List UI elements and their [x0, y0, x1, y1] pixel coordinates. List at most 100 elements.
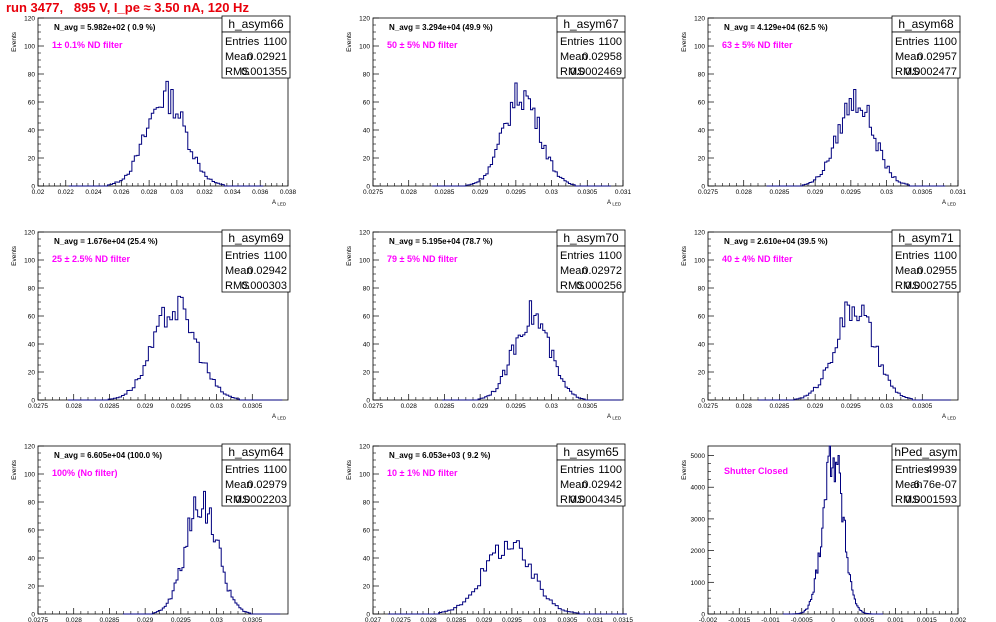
x-tick-label: 0.0295: [502, 617, 522, 622]
y-tick-label: 0: [31, 398, 35, 405]
stats-value: 0.001355: [241, 66, 287, 78]
filter-label: 63 ± 5% ND filter: [722, 40, 793, 50]
x-axis-label: A LED: [272, 414, 287, 421]
stats-key: RMS: [225, 66, 249, 78]
filter-label: 50 ± 5% ND filter: [387, 40, 458, 50]
x-tick-label: 0.029: [807, 189, 824, 196]
y-tick-label: 20: [698, 156, 706, 163]
y-tick-label: 20: [28, 370, 36, 377]
stats-value: 0.02921: [247, 51, 287, 63]
x-tick-label: 0.031: [950, 189, 967, 196]
n-avg-label: N_avg = 6.605e+04 (100.0 %): [54, 451, 162, 460]
y-tick-label: 40: [363, 342, 371, 349]
x-tick-label: 0.031: [615, 189, 632, 196]
stats-key: Entries: [895, 250, 930, 262]
stats-key: Entries: [560, 464, 595, 476]
stats-key: RMS: [225, 280, 249, 292]
stats-key: Entries: [560, 36, 595, 48]
x-tick-label: 0.0315: [613, 617, 633, 622]
y-axis-label: Events: [681, 31, 688, 52]
x-tick-label: 0: [831, 617, 835, 622]
x-tick-label: 0.0295: [841, 403, 861, 410]
y-tick-label: 0: [701, 612, 705, 619]
y-tick-label: 1000: [691, 580, 706, 587]
y-axis-label: Events: [681, 245, 688, 266]
y-tick-label: 80: [28, 286, 36, 293]
x-axis-label: A LED: [272, 200, 287, 207]
y-tick-label: 60: [363, 314, 371, 321]
y-tick-label: 80: [698, 72, 706, 79]
stats-value: 1100: [263, 464, 287, 476]
y-tick-label: 60: [363, 528, 371, 535]
x-tick-label: 0.0295: [171, 617, 191, 622]
stats-histogram-name: h_asym64: [228, 445, 284, 459]
stats-key: Entries: [225, 36, 260, 48]
y-tick-label: 100: [24, 472, 35, 479]
y-tick-label: 100: [694, 44, 705, 51]
stats-key: RMS: [560, 494, 584, 506]
x-tick-label: 0.029: [137, 617, 154, 622]
stats-value: 1100: [598, 250, 622, 262]
x-axis-label: A LED: [607, 414, 622, 421]
filter-label: Shutter Closed: [724, 466, 788, 476]
y-tick-label: 80: [28, 500, 36, 507]
x-tick-label: 0.03: [210, 403, 223, 410]
x-tick-label: 0.038: [280, 189, 297, 196]
y-tick-label: 0: [701, 398, 705, 405]
x-tick-label: 0.0305: [242, 617, 262, 622]
stats-value: 0.0001593: [905, 494, 957, 506]
n-avg-label: N_avg = 1.676e+04 (25.4 %): [54, 237, 158, 246]
x-axis-label: A LED: [942, 200, 957, 207]
y-tick-label: 80: [363, 72, 371, 79]
stats-value: 0.02955: [917, 265, 957, 277]
y-tick-label: 100: [24, 44, 35, 51]
y-tick-label: 60: [28, 528, 36, 535]
x-tick-label: 0.024: [85, 189, 102, 196]
x-tick-label: 0.0275: [363, 403, 383, 410]
stats-value: 1100: [598, 464, 622, 476]
stats-value: 1100: [933, 250, 957, 262]
x-tick-label: 0.036: [252, 189, 269, 196]
stats-histogram-name: h_asym65: [563, 445, 619, 459]
stats-key: Mean: [225, 479, 253, 491]
stats-box: [221, 31, 291, 79]
x-tick-label: 0.029: [476, 617, 493, 622]
stats-value: 1100: [263, 36, 287, 48]
stats-key: RMS: [895, 280, 919, 292]
stats-key: Mean: [560, 479, 588, 491]
y-tick-label: 120: [359, 444, 370, 451]
y-tick-label: 0: [31, 612, 35, 619]
histogram-panel-h_asym68: 0 20 40 60 80 100 120 0.0275 0.028 0.0285 0.029 0.0…: [681, 16, 967, 207]
histogram-panel-h_asym71: 0 20 40 60 80 100 120 0.0275 0.028 0.0285 0.029 0.0…: [681, 230, 961, 421]
x-tick-label: 0.0305: [557, 617, 577, 622]
y-tick-label: 60: [28, 100, 36, 107]
y-tick-label: 100: [359, 44, 370, 51]
x-tick-label: 0.026: [113, 189, 130, 196]
stats-histogram-name: hPed_asym: [894, 445, 957, 459]
stats-value: 0.0002469: [570, 66, 622, 78]
histogram-panel-h_asym67: 0 20 40 60 80 100 120 0.0275 0.028 0.0285 0.029 0.0…: [346, 16, 632, 207]
y-tick-label: 20: [363, 584, 371, 591]
y-tick-label: 20: [698, 370, 706, 377]
stats-value: 49939: [926, 464, 957, 476]
y-tick-label: 40: [698, 342, 706, 349]
x-tick-label: 0.0295: [841, 189, 861, 196]
x-tick-label: 0.028: [420, 617, 437, 622]
x-tick-label: 0.0305: [577, 189, 597, 196]
y-tick-label: 60: [363, 100, 371, 107]
x-tick-label: 0.03: [880, 403, 893, 410]
x-tick-label: 0.0285: [434, 403, 454, 410]
stats-key: RMS: [560, 280, 584, 292]
stats-box: [556, 31, 626, 79]
y-axis-label: Events: [11, 31, 18, 52]
histogram-series: [442, 300, 621, 401]
x-tick-label: 0.0305: [242, 403, 262, 410]
x-tick-label: 0.029: [472, 189, 489, 196]
stats-key: Mean: [560, 265, 588, 277]
histogram-panel-h_asym69: 0 20 40 60 80 100 120 0.0275 0.028 0.0285 0.029 0.0…: [11, 230, 291, 421]
x-tick-label: 0.028: [66, 403, 83, 410]
filter-label: 79 ± 5% ND filter: [387, 254, 458, 264]
x-tick-label: -0.0015: [728, 617, 750, 622]
y-tick-label: 100: [359, 472, 370, 479]
histogram-panel-h_asym64: 0 20 40 60 80 100 120 0.0275 0.028 0.0285 0.029 0.0…: [11, 444, 291, 622]
